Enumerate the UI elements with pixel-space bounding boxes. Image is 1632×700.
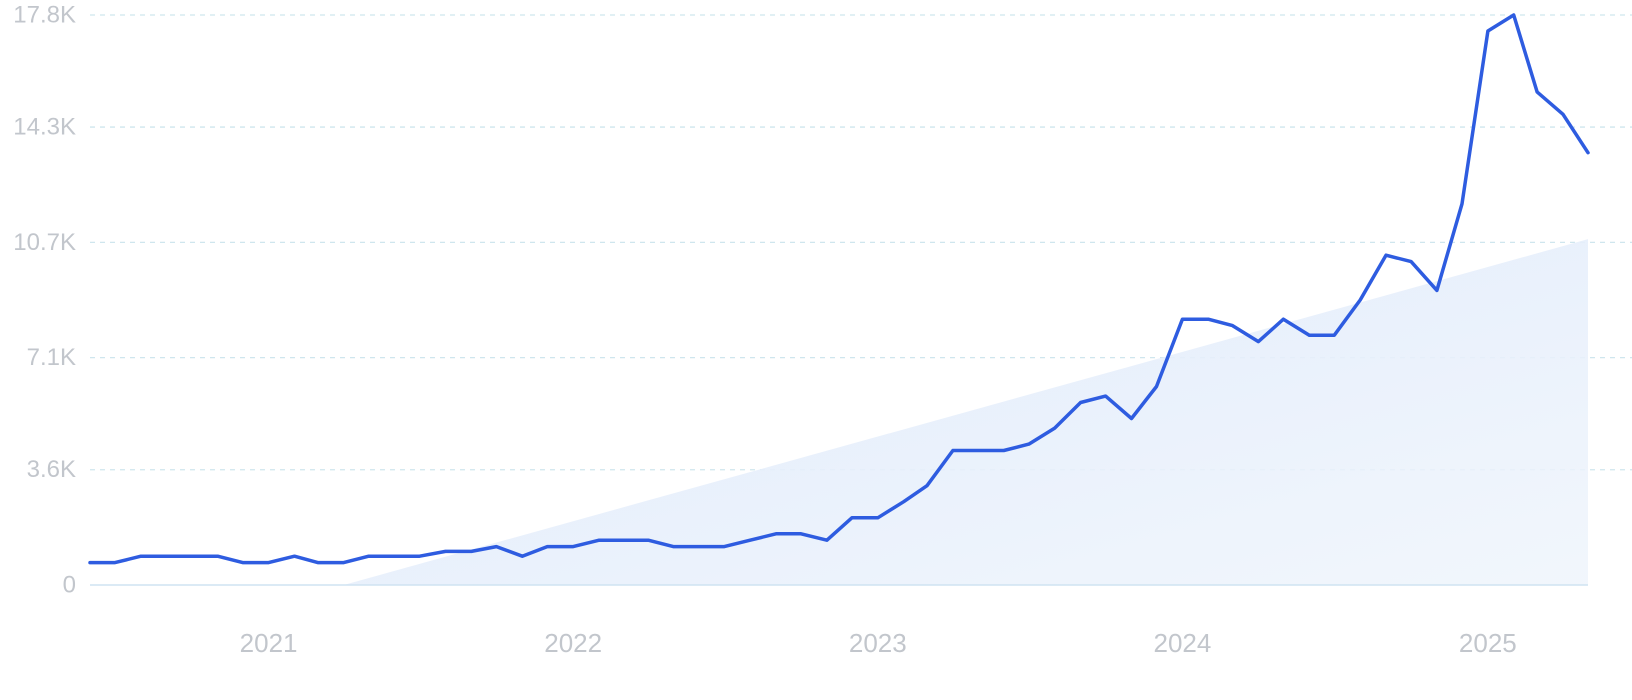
x-tick-label: 2025	[1459, 628, 1517, 658]
y-tick-label: 0	[63, 572, 76, 599]
y-tick-label: 3.6K	[27, 456, 76, 483]
y-tick-label: 10.7K	[13, 229, 76, 256]
x-tick-label: 2021	[240, 628, 298, 658]
y-axis-ticks: 0 3.6K 7.1K 10.7K 14.3K 17.8K	[13, 2, 76, 599]
x-tick-label: 2022	[544, 628, 602, 658]
y-tick-label: 14.3K	[13, 114, 76, 141]
series-line	[88, 13, 1590, 565]
trend-area-shape	[343, 239, 1588, 586]
y-tick-label: 7.1K	[27, 344, 76, 371]
x-tick-label: 2023	[849, 628, 907, 658]
x-axis-ticks: 2021 2022 2023 2024 2025	[240, 628, 1517, 658]
series-layer	[88, 13, 1590, 565]
trend-area	[343, 239, 1588, 586]
y-tick-label: 17.8K	[13, 2, 76, 29]
x-tick-label: 2024	[1153, 628, 1211, 658]
